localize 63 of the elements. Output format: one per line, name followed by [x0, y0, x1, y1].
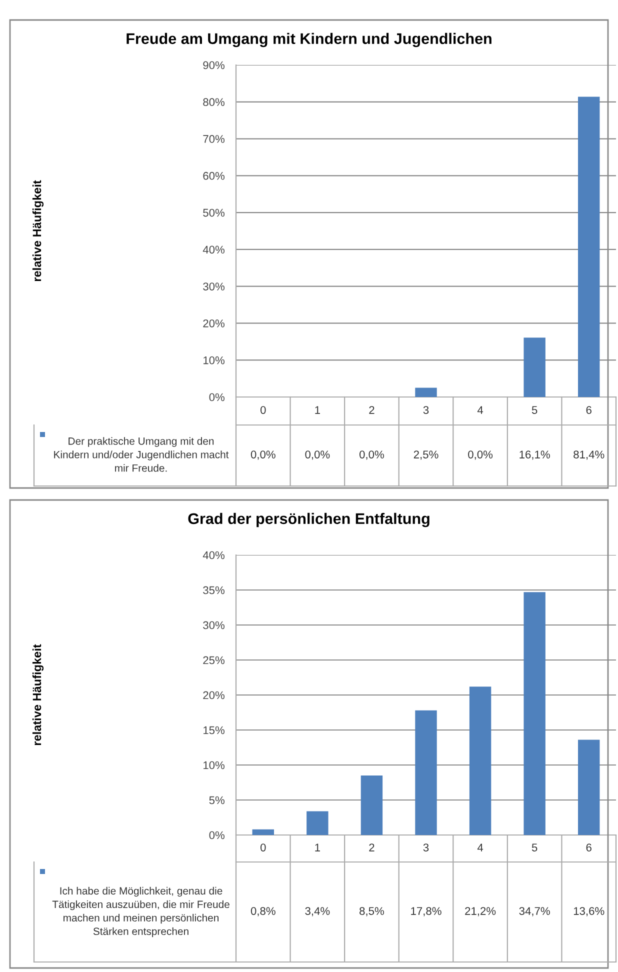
chart-title: Freude am Umgang mit Kindern und Jugendlichen — [126, 32, 492, 48]
y-tick-label: 15% — [204, 726, 224, 734]
data-label: 13,6% — [574, 907, 604, 916]
data-label: 0,0% — [250, 450, 276, 460]
y-tick-label: 60% — [203, 172, 224, 180]
data-label: 2,5% — [414, 450, 438, 460]
x-tick-label: 5 — [532, 844, 538, 852]
y-tick-label: 40% — [202, 551, 224, 560]
x-tick-label: 6 — [586, 406, 592, 414]
y-tick-label: 5% — [209, 796, 224, 804]
x-tick-label: 2 — [369, 406, 374, 414]
y-tick-label: 0% — [209, 393, 224, 402]
bar — [578, 96, 600, 397]
x-tick-label: 1 — [315, 406, 320, 414]
x-tick-label: 0 — [260, 406, 266, 414]
x-tick-label: 1 — [315, 844, 320, 852]
y-tick-label: 70% — [203, 135, 224, 143]
data-label: 3,4% — [305, 907, 330, 916]
x-tick-label: 0 — [260, 844, 266, 852]
bar — [252, 829, 274, 835]
data-label: 21,2% — [465, 907, 496, 916]
y-tick-label: 40% — [202, 246, 224, 254]
bar — [469, 686, 492, 835]
x-tick-label: 2 — [369, 844, 374, 852]
data-label: 81,4% — [574, 450, 604, 460]
bar — [415, 388, 437, 397]
bar — [524, 338, 546, 397]
bar — [578, 740, 600, 835]
y-tick-label: 80% — [203, 98, 224, 106]
y-tick-label: 20% — [203, 691, 224, 700]
y-tick-label: 10% — [204, 356, 224, 364]
y-tick-label: 90% — [203, 61, 224, 70]
data-label: 0,0% — [305, 450, 330, 460]
bar — [306, 811, 328, 835]
data-label: 8,5% — [360, 907, 384, 916]
bar — [524, 592, 546, 835]
x-tick-label: 3 — [423, 844, 429, 852]
data-label: 0,0% — [359, 450, 384, 460]
bar — [415, 710, 437, 835]
y-tick-label: 50% — [203, 208, 224, 217]
y-tick-label: 20% — [203, 319, 224, 328]
x-tick-label: 4 — [477, 844, 484, 852]
bar — [360, 776, 383, 835]
x-tick-label: 3 — [423, 406, 429, 414]
data-label: 0,8% — [250, 907, 276, 916]
data-label: 34,7% — [519, 907, 550, 916]
y-axis-title: relative Häufigkeit — [32, 180, 44, 282]
y-tick-label: 30% — [203, 621, 224, 630]
x-tick-label: 5 — [532, 406, 538, 414]
data-label: 16,1% — [520, 450, 550, 460]
y-tick-label: 10% — [204, 761, 224, 770]
data-label: 0,0% — [468, 450, 493, 460]
y-tick-label: 30% — [203, 282, 224, 290]
y-tick-label: 25% — [203, 656, 224, 664]
y-tick-label: 0% — [209, 831, 224, 840]
data-label: 17,8% — [411, 907, 442, 916]
text: Der praktische Umgang mit den Kindern und/oder Jugendlichen macht mir Freude. — [54, 437, 229, 472]
y-tick-label: 35% — [203, 586, 224, 594]
text: Ich habe die Möglichkeit, genau die Tätigkeiten auszuüben, die mir Freude machen und meinen persönlichen Stärken entsprechen — [52, 886, 230, 938]
x-tick-label: 4 — [477, 406, 484, 414]
y-axis-title: relative Häufigkeit — [32, 644, 44, 746]
chart-title: Grad der persönlichen Entfaltung — [188, 512, 430, 528]
x-tick-label: 6 — [586, 844, 592, 852]
